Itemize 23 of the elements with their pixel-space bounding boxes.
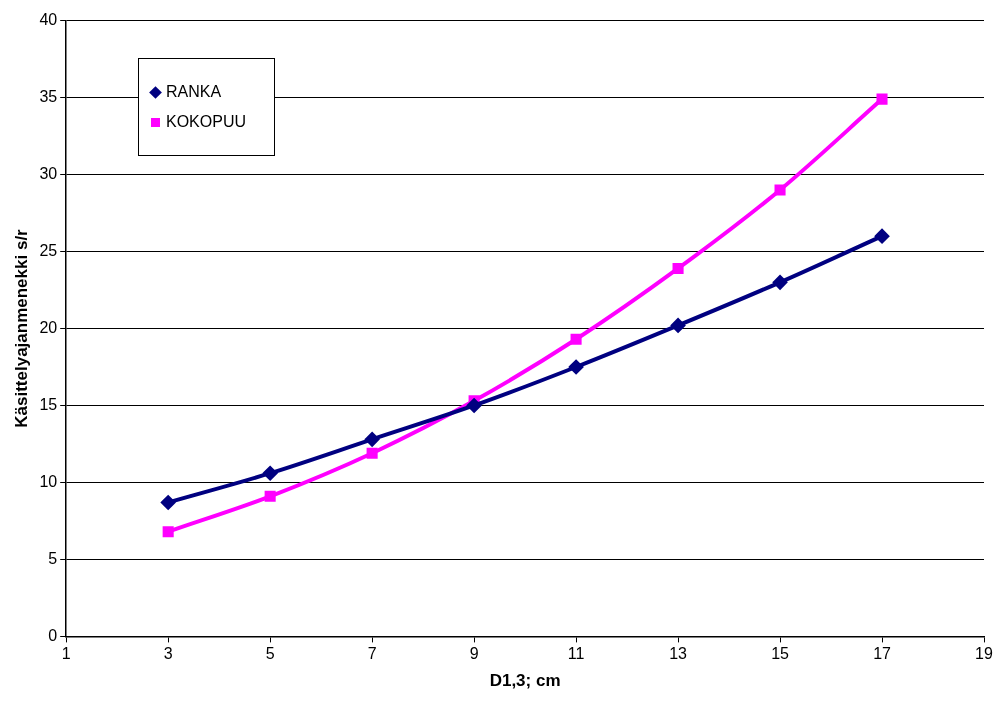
y-tick-label: 10 <box>39 472 58 490</box>
legend-label: KOKOPUU <box>166 113 247 131</box>
x-tick-label: 17 <box>873 645 892 663</box>
y-tick-label: 35 <box>39 87 58 105</box>
y-tick-label: 5 <box>48 549 58 567</box>
x-axis-title: D1,3; cm <box>489 671 561 691</box>
x-tick-label: 3 <box>163 645 173 663</box>
x-tick-label: 19 <box>975 645 993 663</box>
y-tick-label: 25 <box>39 241 58 259</box>
y-tick-label: 0 <box>48 626 58 644</box>
y-axis-title: Käsittelyajanmenekki s/r <box>11 228 31 428</box>
y-tick-label: 15 <box>39 395 58 413</box>
x-tick-label: 1 <box>61 645 71 663</box>
x-tick-label: 13 <box>669 645 688 663</box>
x-tick-label: 11 <box>567 645 585 663</box>
x-tick-label: 15 <box>771 645 790 663</box>
y-tick-label: 30 <box>39 164 58 182</box>
legend-label: RANKA <box>166 83 222 101</box>
x-tick-label: 5 <box>265 645 275 663</box>
y-tick-label: 20 <box>39 318 58 336</box>
y-tick-label: 40 <box>39 11 58 29</box>
x-tick-label: 9 <box>469 645 479 663</box>
x-tick-label: 7 <box>367 645 377 663</box>
